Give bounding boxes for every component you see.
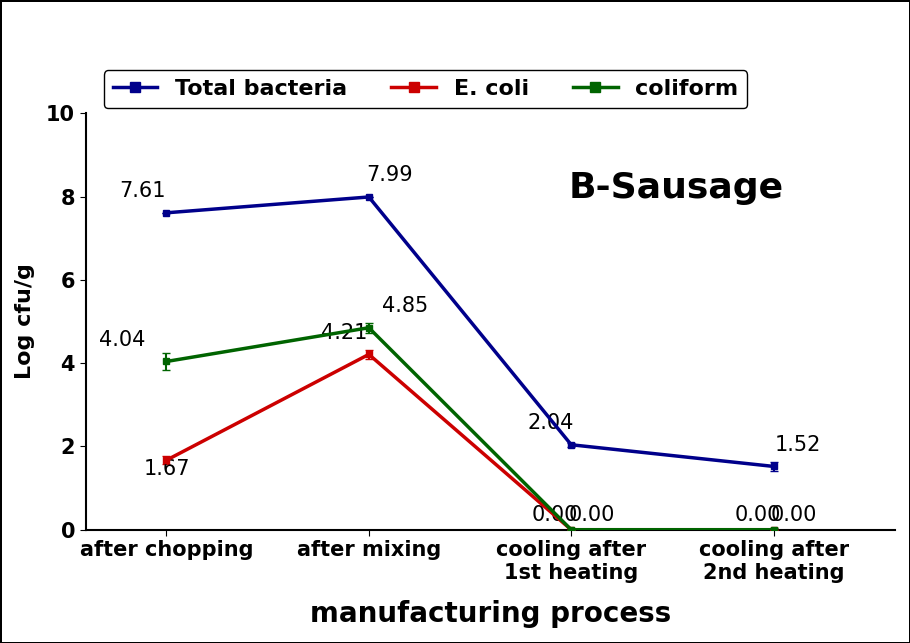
Text: 7.61: 7.61: [119, 181, 166, 201]
Text: 4.04: 4.04: [99, 330, 145, 350]
Text: 0.00: 0.00: [734, 505, 781, 525]
Text: 4.21: 4.21: [321, 323, 368, 343]
Text: 2.04: 2.04: [528, 413, 574, 433]
Text: 0.00: 0.00: [771, 505, 817, 525]
Text: 7.99: 7.99: [366, 165, 412, 185]
Text: 4.85: 4.85: [382, 296, 429, 316]
X-axis label: manufacturing process: manufacturing process: [309, 600, 671, 628]
Legend: Total bacteria, E. coli, coliform: Total bacteria, E. coli, coliform: [104, 70, 747, 108]
Text: 1.67: 1.67: [143, 459, 189, 479]
Y-axis label: Log cfu/g: Log cfu/g: [15, 264, 35, 379]
Text: 0.00: 0.00: [568, 505, 614, 525]
Text: B-Sausage: B-Sausage: [569, 171, 784, 205]
Text: 1.52: 1.52: [774, 435, 821, 455]
Text: 0.00: 0.00: [531, 505, 578, 525]
